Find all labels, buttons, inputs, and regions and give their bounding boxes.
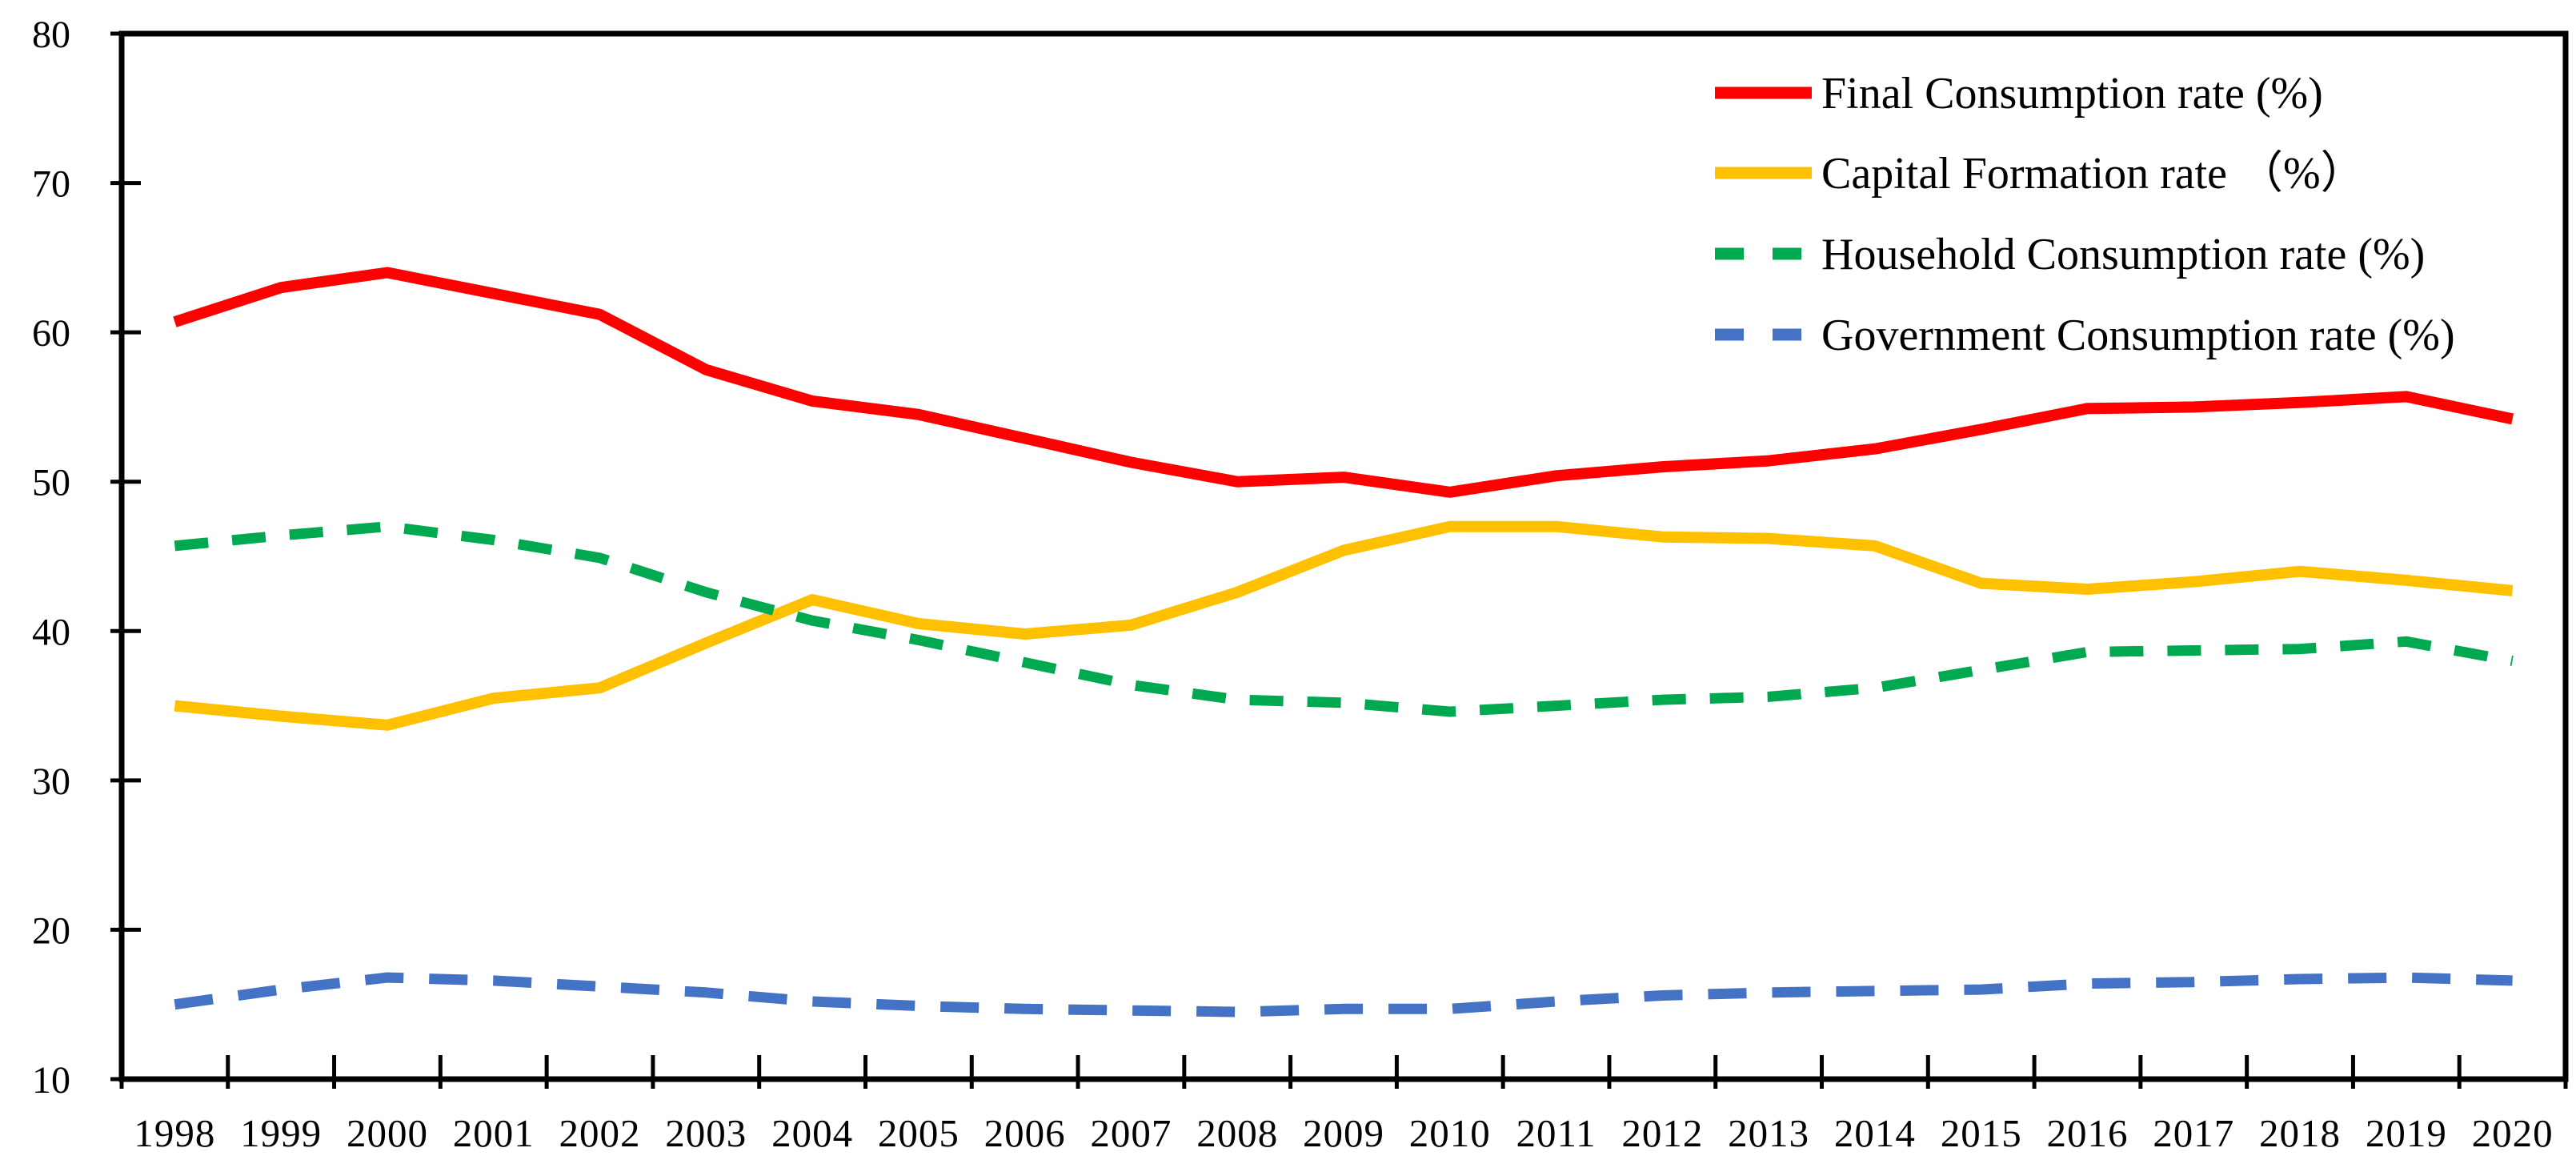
series-line-household-consumption-rate	[174, 521, 2514, 717]
legend-label-capital-formation-rate: Capital Formation rate （%）	[1821, 149, 2366, 199]
x-axis-tick-label: 2006	[984, 1111, 1066, 1155]
y-axis-tick-label: 70	[32, 163, 70, 206]
x-axis-tick-label: 2013	[1728, 1111, 1809, 1155]
x-axis-tick-label: 2016	[2046, 1111, 2128, 1155]
plot-border	[118, 30, 2569, 1082]
x-axis-tick-label: 1998	[134, 1111, 215, 1155]
y-axis-tick-label: 80	[32, 14, 70, 56]
x-axis-tick-label: 2015	[1941, 1111, 2022, 1155]
x-axis-tick-label: 2014	[1834, 1111, 1916, 1155]
y-axis-tick-label: 10	[32, 1059, 70, 1102]
y-axis-tick-label: 40	[32, 611, 70, 653]
x-axis-tick-label: 2009	[1303, 1111, 1384, 1155]
x-axis-tick-label: 2005	[878, 1111, 959, 1155]
series-line-final-consumption-rate	[173, 267, 2514, 498]
x-axis-tick-label: 2000	[347, 1111, 428, 1155]
x-axis-tick-label: 2007	[1090, 1111, 1172, 1155]
legend-label-household-consumption-rate: Household Consumption rate (%)	[1821, 230, 2425, 279]
series-line-capital-formation-rate	[174, 520, 2514, 731]
x-axis-tick-label: 2004	[771, 1111, 853, 1155]
x-axis-tick-label: 2018	[2259, 1111, 2341, 1155]
x-axis-tick-label: 2008	[1196, 1111, 1278, 1155]
y-axis-tick-label: 20	[32, 909, 70, 952]
x-axis-tick-label: 2002	[559, 1111, 641, 1155]
x-axis-tick-label: 2011	[1516, 1111, 1596, 1155]
x-axis-tick-label: 2001	[453, 1111, 535, 1155]
y-axis-tick-label: 60	[32, 312, 70, 355]
y-axis-tick-label: 50	[32, 462, 70, 504]
x-axis-tick-label: 2019	[2366, 1111, 2447, 1155]
x-axis-tick-label: 2017	[2153, 1111, 2234, 1155]
x-axis-tick-label: 2012	[1621, 1111, 1703, 1155]
x-axis-tick-label: 1999	[240, 1111, 322, 1155]
legend-label-final-consumption-rate: Final Consumption rate (%)	[1821, 69, 2323, 118]
y-axis-tick-label: 30	[32, 761, 70, 803]
x-axis-tick-label: 2003	[665, 1111, 747, 1155]
series-line-government-consumption-rate	[174, 972, 2513, 1017]
x-axis-tick-label: 2020	[2472, 1111, 2554, 1155]
x-axis-tick-label: 2010	[1409, 1111, 1491, 1155]
legend-label-government-consumption-rate: Government Consumption rate (%)	[1821, 311, 2455, 360]
